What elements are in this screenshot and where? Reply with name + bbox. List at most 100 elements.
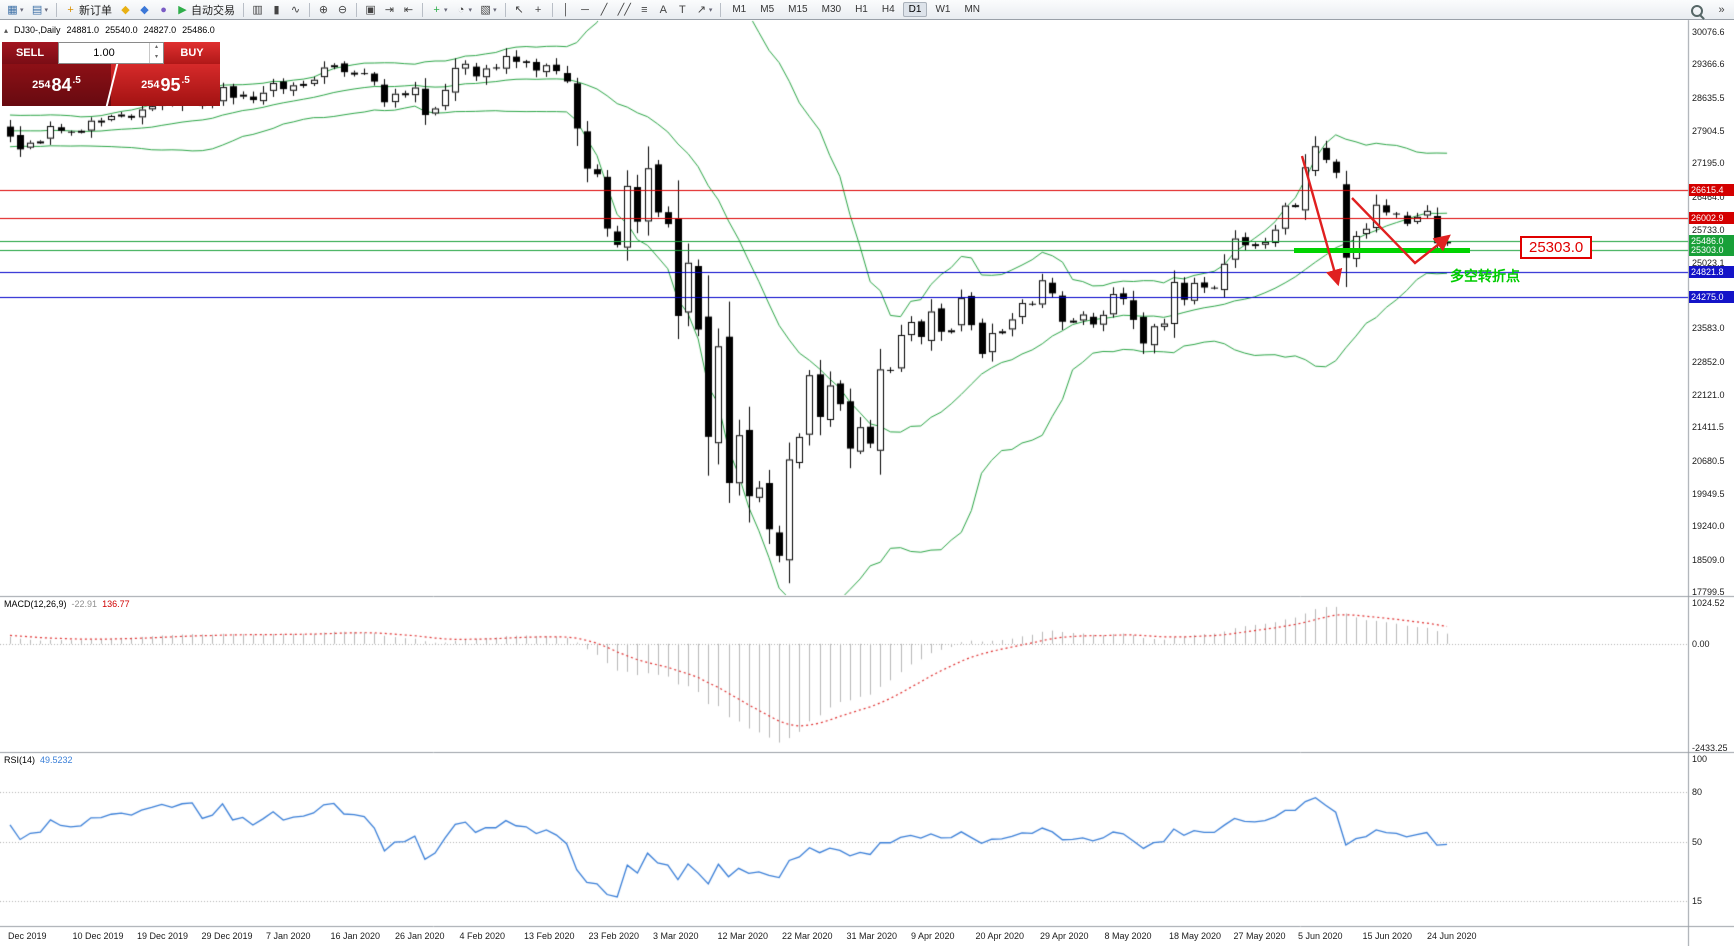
buy-price[interactable]: 254 95.5 [111,64,220,106]
fibonacci-button[interactable]: ≡ [636,1,653,19]
indicators-icon: + [433,3,440,16]
fibonacci-icon: ≡ [641,3,648,16]
date-axis-label: 7 Jan 2020 [266,931,311,941]
caret-down-icon: ▾ [444,6,448,14]
timeframe-d1-button[interactable]: D1 [902,2,928,17]
toolbar-separator [551,2,553,17]
auto-scroll-button[interactable]: ⇥ [381,1,398,19]
vertical-line-icon: │ [562,3,570,16]
zoom-out-button[interactable]: ⊖ [334,1,351,19]
bar-chart-button[interactable]: ▥ [249,1,266,19]
buy-price-digits: 95 [160,74,181,95]
price-axis-label: 30076.6 [1692,27,1725,37]
ohlc-close: 25486.0 [182,25,215,35]
vertical-line-button[interactable]: │ [558,1,575,19]
tile-windows-button[interactable]: ▣ [362,1,379,19]
crosshair-button[interactable]: + [530,1,547,19]
date-axis-label: 12 Mar 2020 [717,931,769,941]
search-button[interactable] [1683,1,1711,19]
periods-button[interactable]: ◔ ▾ [453,1,476,19]
date-axis-label: 4 Feb 2020 [459,931,506,941]
line-chart-icon: ∿ [290,3,301,16]
timeframe-m30-button[interactable]: M30 [821,4,842,15]
buy-price-prefix: 254 [141,79,160,91]
cursor-icon: ↖ [514,3,524,16]
zoom-in-button[interactable]: ⊕ [315,1,332,19]
autotrading-button[interactable]: ▶ 自动交易 [174,1,238,19]
toolbar-separator [720,2,722,17]
signals-button[interactable]: ● [155,1,172,19]
macd-axis-label: -2433.25 [1692,743,1728,753]
market-button[interactable]: ◆ [136,1,153,19]
line-chart-button[interactable]: ∿ [287,1,304,19]
timeframe-m5-button[interactable]: M5 [760,4,775,15]
price-annotation-box[interactable]: 25303.0 [1520,236,1593,259]
equidistant-channel-button[interactable]: ╱╱ [615,1,634,19]
caret-down-icon: ▾ [44,6,49,14]
volume-up-icon[interactable]: ▴ [154,44,158,50]
candlestick-chart-icon: ▮ [273,3,280,16]
chart-shift-button[interactable]: ⇤ [400,1,417,19]
chart-shift-icon: ⇤ [403,3,414,16]
timeframe-w1-button[interactable]: W1 [935,4,951,15]
volume-down-icon[interactable]: ▾ [154,54,158,60]
toolbar-separator [309,2,311,17]
cursor-button[interactable]: ↖ [511,1,528,19]
support-trendline[interactable] [1294,248,1470,253]
text-button[interactable]: A [655,1,672,19]
rsi-axis-label: 50 [1692,837,1703,847]
date-axis-label: 8 May 2020 [1104,931,1152,941]
profiles-button[interactable]: ▤ ▾ [29,1,52,19]
new-order-button[interactable]: + 新订单 [62,1,115,19]
macd-axis-label: 0.00 [1692,638,1710,649]
date-axis-label: 27 May 2020 [1233,931,1286,941]
timeframe-m1-button[interactable]: M1 [732,4,747,15]
buy-button[interactable]: BUY [164,42,220,64]
chart-header: ▴ DJ30-,Daily 24881.0 25540.0 24827.0 25… [4,25,215,35]
text-icon: A [659,3,667,16]
timeframe-mn-button[interactable]: MN [964,4,981,15]
price-axis-label: 27195.0 [1692,158,1725,169]
date-axis-label: 22 Mar 2020 [782,931,833,941]
candlestick-chart-button[interactable]: ▮ [268,1,285,19]
timeframe-h1-button[interactable]: H1 [855,4,868,15]
trendline-button[interactable]: ╱ [596,1,613,19]
horizontal-line-button[interactable]: ─ [577,1,594,19]
metaeditor-button[interactable]: ◆ [117,1,134,19]
periods-icon: ◔ [457,3,465,16]
timeframe-h4-button[interactable]: H4 [881,4,895,15]
crosshair-icon: + [534,3,542,16]
ohlc-open: 24881.0 [66,25,100,35]
arrows-tool-button[interactable]: ↗ ▾ [693,1,716,19]
price-axis-label: 25023.1 [1692,257,1725,268]
turning-point-label[interactable]: 多空转折点 [1450,268,1520,284]
down-arrow[interactable] [1300,155,1343,287]
autotrading-label: 自动交易 [191,4,236,17]
one-click-collapse-toggle[interactable]: ▴ [4,25,9,35]
buy-price-fraction: .5 [181,74,190,86]
date-axis-label: 31 Mar 2020 [846,931,898,941]
toolbar-separator [243,2,245,17]
text-label-button[interactable]: T [674,1,691,19]
sell-button[interactable]: SELL [2,42,58,64]
timeframe-m15-button[interactable]: M15 [788,4,808,15]
sell-price[interactable]: 254 84.5 [2,64,111,106]
ohlc-low: 24827.0 [143,25,177,35]
date-axis-label: 26 Jan 2020 [395,931,445,941]
sell-price-fraction: .5 [72,74,81,86]
volume-input[interactable]: 1.00 ▴ ▾ [58,42,164,64]
price-tag-24821.8: 24821.8 [1689,266,1734,278]
indicators-button[interactable]: + ▾ [428,1,451,19]
templates-button[interactable]: ▧ ▾ [477,1,500,19]
rsi-value: 49.5232 [40,755,73,765]
reversal-arrow[interactable] [1351,197,1451,265]
search-icon [1691,4,1703,17]
new-chart-button[interactable]: ▦ ▾ [4,1,27,19]
volume-spinner: ▴ ▾ [149,43,163,63]
templates-icon: ▧ [480,3,491,16]
price-tag-26615.4: 26615.4 [1689,184,1734,196]
toolbar-overflow-button[interactable]: » [1713,1,1730,19]
